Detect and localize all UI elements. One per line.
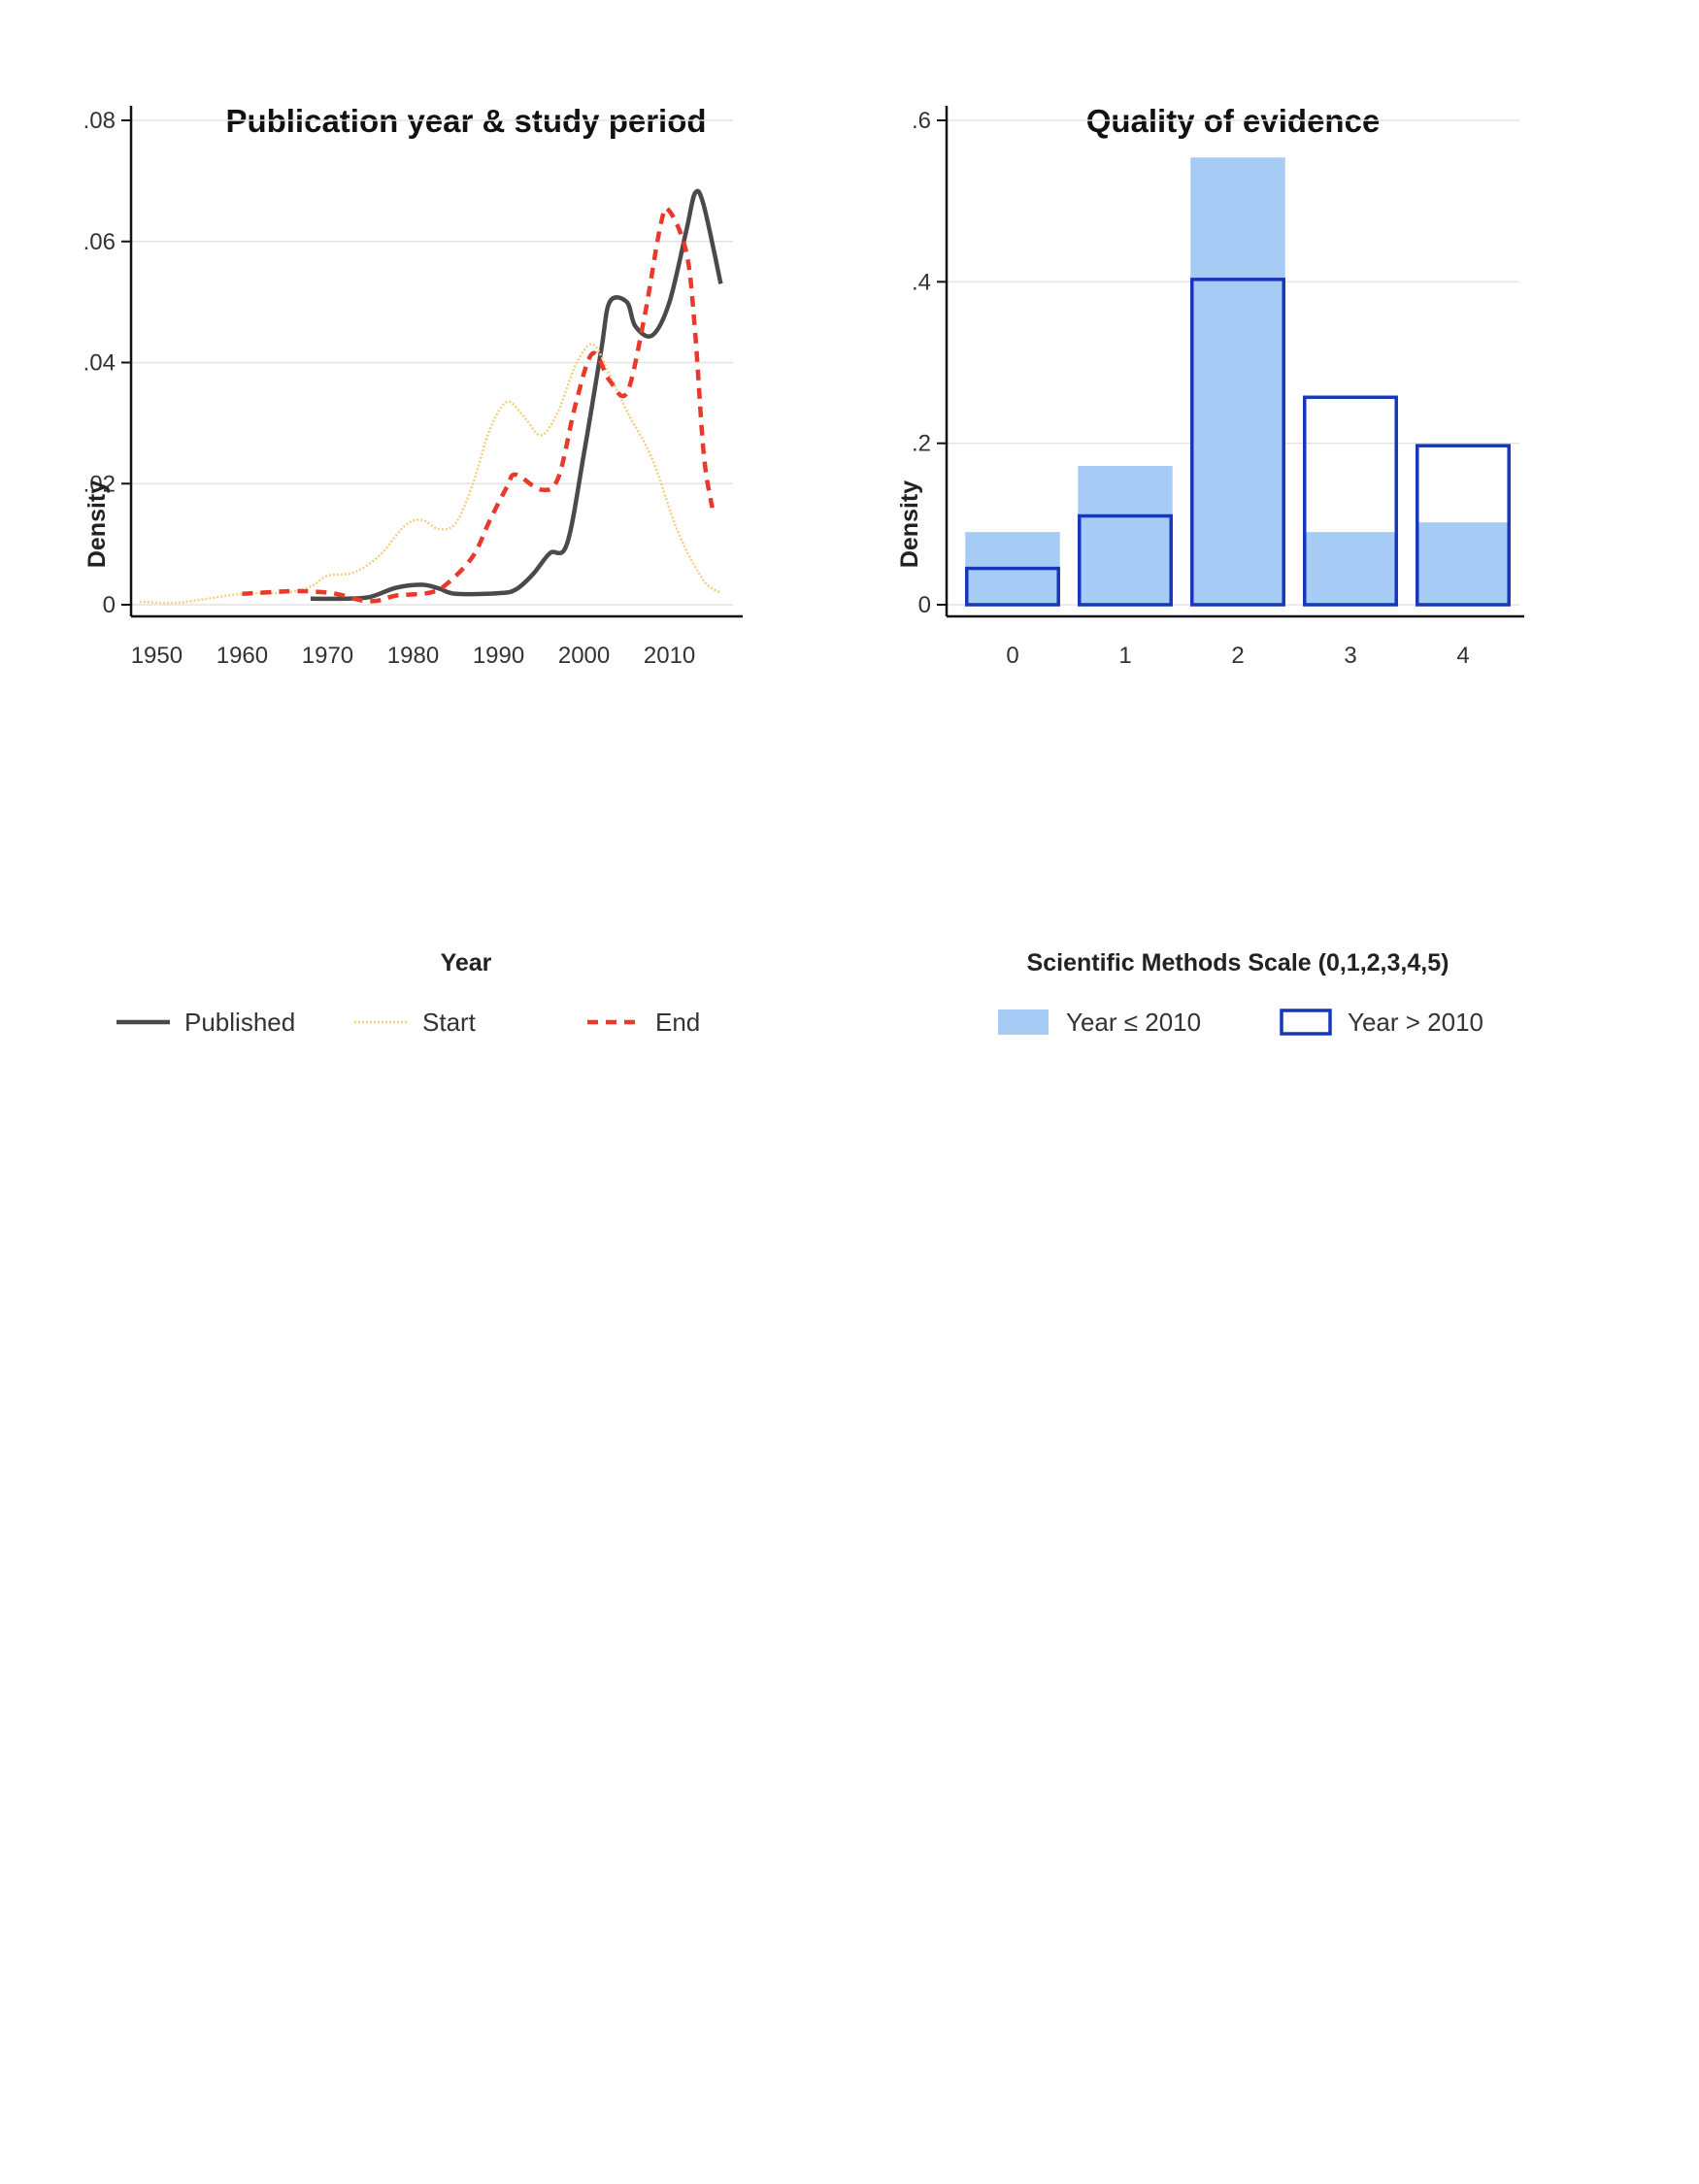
y-tick-label: .06 (83, 229, 116, 255)
x-tick-label: 1970 (302, 643, 353, 669)
bar-year-gt-2010 (965, 566, 1060, 607)
bar-year-gt-2010 (1190, 278, 1285, 607)
y-axis-label: Density (83, 480, 111, 568)
legend-label: Published (184, 1008, 295, 1037)
bar-year-gt-2010 (1078, 513, 1173, 607)
series-lines (139, 188, 723, 605)
bar-year-gt-2010 (1303, 395, 1398, 607)
line-chart: Publication year & study period 0.02.04.… (83, 103, 743, 1037)
y-axis-label: Density (896, 480, 923, 568)
legend-label: End (655, 1008, 700, 1037)
x-tick-label: 1990 (473, 643, 524, 669)
x-tick-label: 0 (1006, 643, 1018, 669)
bar-year-gt-2010 (1416, 444, 1511, 607)
x-tick-label: 1950 (131, 643, 183, 669)
legend-label: Year ≤ 2010 (1066, 1008, 1201, 1037)
y-tick-label: 0 (103, 592, 116, 618)
axes (129, 106, 743, 618)
x-tick-label: 2010 (644, 643, 695, 669)
x-tick-label: 2000 (558, 643, 610, 669)
x-axis-label: Year (441, 949, 492, 976)
bar-year-le-2010 (1303, 532, 1398, 605)
bar-year-le-2010 (1416, 522, 1511, 605)
y-tick-label: .02 (83, 471, 116, 497)
bar-year-le-2010 (1190, 157, 1285, 606)
series-line-published (310, 188, 723, 602)
y-tick-label: .6 (912, 108, 931, 134)
y-tick-label: .2 (912, 431, 931, 457)
y-ticks: 0 .02 .04 .06 .08 (83, 108, 131, 618)
x-tick-label: 1 (1118, 643, 1131, 669)
y-tick-label: 0 (918, 592, 931, 618)
grid (131, 119, 733, 606)
y-tick-label: .4 (912, 269, 931, 295)
x-tick-label: 3 (1344, 643, 1356, 669)
x-ticks: 1950 1960 1970 1980 1990 2000 2010 (131, 643, 696, 669)
x-tick-label: 1960 (217, 643, 268, 669)
y-ticks: 0 .2 .4 .6 (912, 108, 947, 618)
bar-year-le-2010 (1078, 465, 1173, 605)
line-chart-panel: Publication year & study period 0.02.04.… (58, 87, 835, 1077)
x-axis-label: Scientific Methods Scale (0,1,2,3,4,5) (1027, 949, 1449, 976)
y-tick-label: .04 (83, 350, 116, 377)
x-tick-label: 4 (1456, 643, 1469, 669)
x-ticks: 0 1 2 3 4 (1006, 643, 1469, 669)
series-line-start (139, 343, 722, 605)
series-line-end (242, 206, 715, 604)
legend: Published Start End (117, 1008, 700, 1037)
legend-swatch-filled (998, 1009, 1049, 1035)
bars (965, 157, 1511, 607)
x-tick-label: 1980 (387, 643, 439, 669)
y-tick-label: .08 (83, 108, 116, 134)
legend-label: Year > 2010 (1348, 1008, 1483, 1037)
legend-label: Start (422, 1008, 477, 1037)
axes (945, 106, 1524, 618)
legend-swatch-outline (1280, 1009, 1332, 1036)
x-tick-label: 2 (1231, 643, 1244, 669)
legend: Year ≤ 2010 Year > 2010 (998, 1008, 1483, 1037)
